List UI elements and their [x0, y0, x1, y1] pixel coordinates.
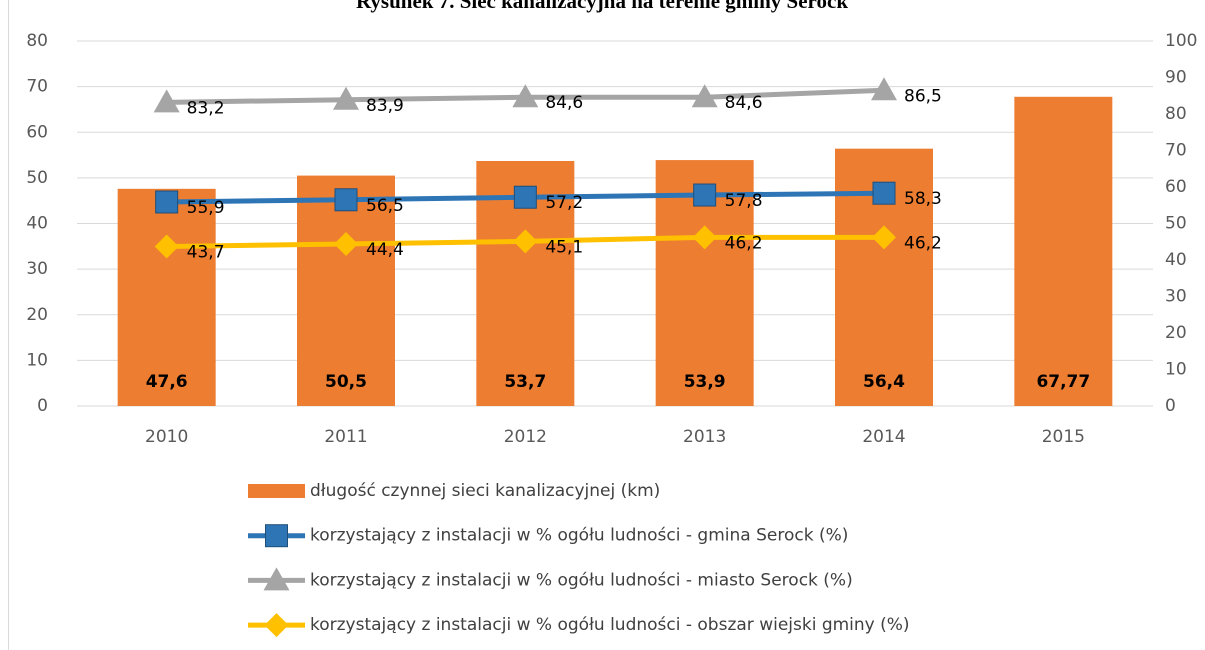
- legend-label: korzystający z instalacji w % ogółu ludn…: [310, 526, 848, 546]
- line-value-label: 84,6: [725, 93, 763, 113]
- line-marker: [155, 190, 179, 214]
- y2-tick-label: 100: [1165, 31, 1197, 51]
- bar-value-label: 53,9: [684, 372, 726, 392]
- line-marker: [513, 229, 538, 254]
- chart-title: Rysunek 7. Sieć kanalizacyjna na terenie…: [356, 0, 848, 13]
- line-value-label: 83,2: [187, 98, 225, 118]
- legend-marker: [265, 524, 288, 548]
- bar: [297, 175, 395, 406]
- x-tick-label: 2014: [862, 427, 905, 447]
- y-tick-label: 20: [26, 305, 48, 325]
- y2-tick-label: 30: [1165, 287, 1187, 307]
- line-value-label: 57,2: [545, 193, 583, 213]
- bar-value-label: 53,7: [504, 372, 546, 392]
- line-value-label: 55,9: [187, 198, 225, 218]
- line-value-label: 46,2: [725, 233, 763, 253]
- x-tick-label: 2012: [504, 427, 547, 447]
- line-marker: [334, 231, 358, 256]
- y-tick-label: 60: [26, 122, 48, 142]
- legend-marker: [263, 567, 290, 591]
- bar: [1014, 96, 1113, 406]
- y-tick-label: 30: [26, 259, 48, 279]
- line-value-label: 83,9: [366, 96, 404, 116]
- legend-label: długość czynnej sieci kanalizacyjnej (km…: [310, 481, 660, 501]
- line-value-label: 57,8: [725, 191, 763, 211]
- legend-label: korzystający z instalacji w % ogółu ludn…: [310, 570, 853, 590]
- y-tick-label: 50: [26, 168, 48, 188]
- y2-tick-label: 90: [1165, 68, 1187, 88]
- x-tick-label: 2015: [1042, 427, 1085, 447]
- y2-tick-label: 50: [1165, 214, 1187, 234]
- line-marker: [333, 86, 359, 110]
- y2-tick-label: 60: [1165, 177, 1187, 197]
- line-value-label: 43,7: [187, 242, 225, 262]
- y-tick-label: 0: [37, 396, 48, 416]
- y-tick-label: 10: [26, 350, 48, 370]
- y2-tick-label: 20: [1165, 323, 1187, 343]
- line-value-label: 58,3: [904, 189, 942, 209]
- line-value-label: 46,2: [904, 233, 942, 253]
- x-tick-label: 2010: [145, 427, 188, 447]
- bar: [117, 188, 216, 406]
- legend-label: korzystający z instalacji w % ogółu ludn…: [310, 615, 910, 635]
- y2-tick-label: 70: [1165, 141, 1187, 161]
- legend-swatch: [248, 484, 305, 498]
- line-value-label: 44,4: [366, 240, 404, 260]
- line-value-label: 84,6: [545, 93, 583, 113]
- line-marker: [513, 185, 537, 209]
- bar-value-label: 47,6: [146, 372, 188, 392]
- line-marker: [693, 183, 717, 207]
- line-marker: [512, 84, 539, 108]
- line-value-label: 56,5: [366, 196, 404, 216]
- bar-value-label: 50,5: [325, 372, 367, 392]
- y2-tick-label: 0: [1165, 396, 1176, 416]
- line-marker: [154, 234, 179, 259]
- y-tick-label: 40: [26, 214, 48, 234]
- line-marker: [153, 89, 180, 113]
- line-marker: [691, 84, 718, 108]
- y2-tick-label: 80: [1165, 104, 1187, 124]
- y2-tick-label: 40: [1165, 250, 1187, 270]
- line-marker: [871, 77, 897, 101]
- line-marker: [872, 225, 896, 250]
- line-value-label: 45,1: [545, 237, 583, 257]
- line-marker: [692, 225, 717, 250]
- line-value-label: 86,5: [904, 86, 942, 106]
- x-tick-label: 2013: [683, 427, 726, 447]
- y-tick-label: 80: [26, 31, 48, 51]
- bar-value-label: 67,77: [1036, 372, 1090, 392]
- bar-value-label: 56,4: [863, 372, 905, 392]
- y2-tick-label: 10: [1165, 360, 1187, 380]
- line-marker: [872, 181, 896, 205]
- legend-marker: [264, 613, 289, 638]
- x-tick-label: 2011: [324, 427, 367, 447]
- line-marker: [334, 188, 358, 212]
- y-tick-label: 70: [26, 77, 48, 97]
